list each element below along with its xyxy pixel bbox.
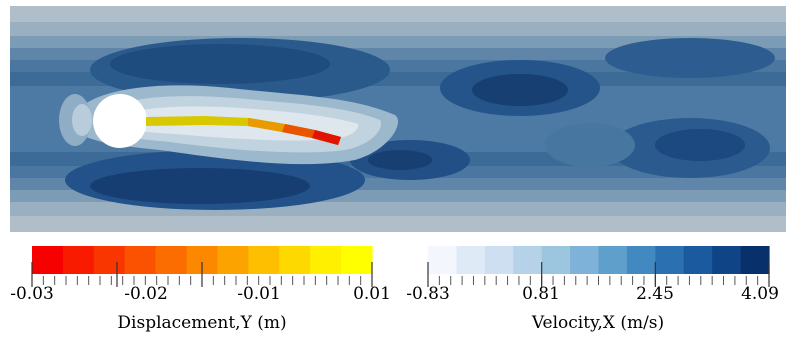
colorbar-swatch: [124, 246, 157, 274]
colorbar-swatch: [570, 246, 600, 274]
colorbar-swatch: [341, 246, 373, 274]
displacement-colorbar: [31, 246, 373, 287]
velocity-colorbar-title: Velocity,X (m/s): [531, 313, 665, 333]
colorbar-swatch: [93, 246, 126, 274]
colorbar-swatch: [32, 246, 64, 274]
flexible-beam: [146, 116, 341, 145]
colorbar-swatch: [683, 246, 713, 274]
displacement-tick-label: -0.03: [10, 284, 54, 304]
colorbar-swatch: [598, 246, 628, 274]
velocity-tick-label: 4.09: [741, 284, 779, 304]
velocity-tick-label: 2.45: [636, 284, 674, 304]
velocity-tick-label: -0.83: [406, 284, 450, 304]
colorbar-swatch: [248, 246, 280, 274]
colorbar-swatch: [712, 246, 742, 274]
colorbar-swatch: [217, 246, 249, 274]
colorbar-swatch: [155, 246, 188, 274]
colorbar-swatch: [513, 246, 543, 274]
colorbar-swatch: [740, 246, 770, 274]
colorbar-swatch: [310, 246, 342, 274]
colorbar-swatch: [456, 246, 486, 274]
colorbar-swatch: [62, 246, 95, 274]
colorbar-swatch: [541, 246, 571, 274]
displacement-colorbar-title: Displacement,Y (m): [117, 313, 287, 333]
velocity-tick-label: 0.81: [522, 284, 560, 304]
colorbar-swatch: [655, 246, 685, 274]
colorbar-swatch: [279, 246, 311, 274]
displacement-tick-label: -0.02: [124, 284, 168, 304]
displacement-tick-label: -0.01: [237, 284, 281, 304]
cylinder: [93, 94, 147, 148]
colorbar-swatch: [484, 246, 514, 274]
displacement-tick-label: 0.01: [353, 284, 391, 304]
velocity-colorbar: [427, 246, 770, 287]
colorbar-swatch: [428, 246, 458, 274]
colorbar-swatch: [626, 246, 656, 274]
